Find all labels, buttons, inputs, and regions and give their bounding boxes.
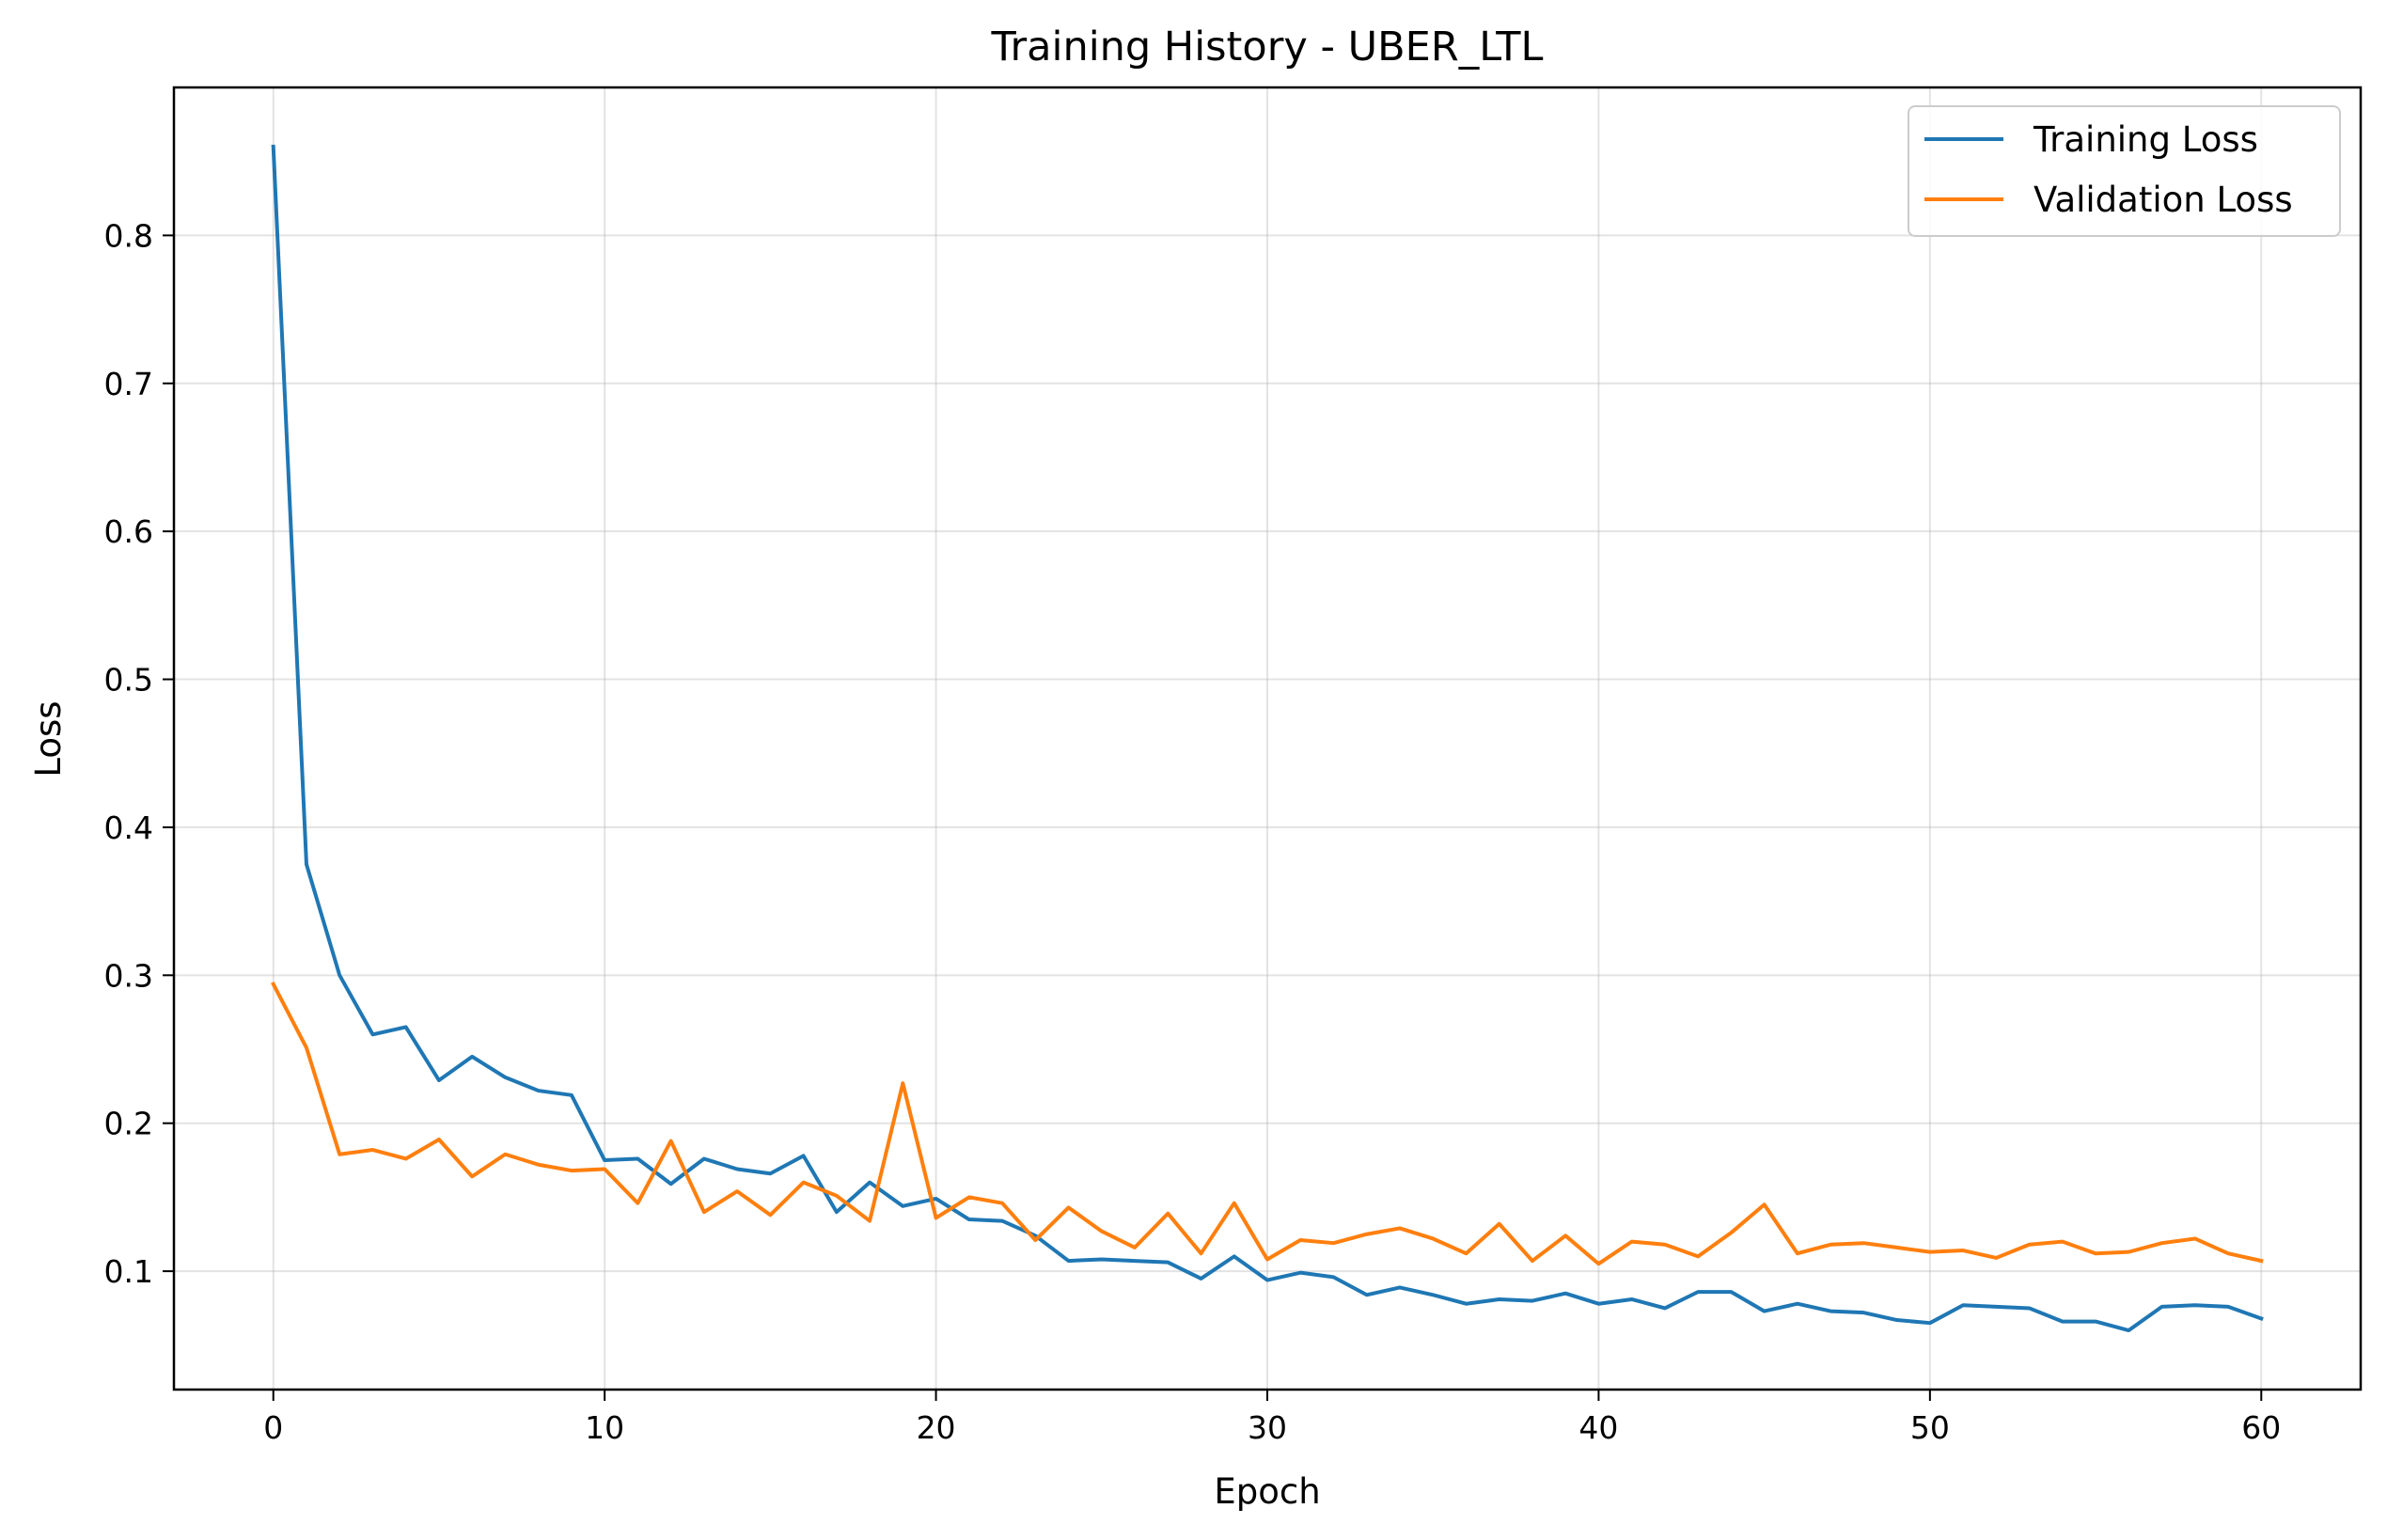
chart-title: Training History - UBER_LTL bbox=[991, 24, 1544, 71]
legend-label-training-loss: Training Loss bbox=[2033, 119, 2258, 160]
legend-label-validation-loss: Validation Loss bbox=[2034, 180, 2293, 220]
y-tick-label: 0.2 bbox=[104, 1106, 153, 1142]
series-layer bbox=[271, 144, 2264, 1333]
x-tick-label: 60 bbox=[2241, 1409, 2281, 1446]
y-tick-label: 0.4 bbox=[104, 809, 153, 846]
y-tick-label: 0.5 bbox=[104, 662, 153, 699]
x-tick-label: 50 bbox=[1910, 1409, 1950, 1446]
legend-box bbox=[1908, 105, 2341, 237]
x-tick-label: 20 bbox=[917, 1409, 956, 1446]
y-tick-label: 0.6 bbox=[104, 513, 153, 550]
y-tick-label: 0.7 bbox=[104, 366, 153, 402]
y-tick-label: 0.3 bbox=[104, 957, 153, 994]
x-tick-label: 40 bbox=[1578, 1409, 1618, 1446]
y-tick-label: 0.8 bbox=[104, 217, 153, 254]
y-axis-label: Loss bbox=[28, 700, 69, 777]
x-tick-label: 30 bbox=[1248, 1409, 1287, 1446]
x-axis-label: Epoch bbox=[1214, 1471, 1320, 1512]
y-tick-label: 0.1 bbox=[104, 1253, 153, 1290]
legend: Training Loss Validation Loss bbox=[1908, 105, 2341, 237]
x-tick-label: 0 bbox=[263, 1409, 283, 1446]
series-line-training-loss bbox=[271, 144, 2264, 1333]
series-line-validation-loss bbox=[271, 982, 2264, 1266]
ticks: 0 10 20 30 40 50 60 0.1 0.2 0.3 0.4 0.5 0.6 0.7 0.8 bbox=[104, 217, 2282, 1446]
grid bbox=[174, 87, 2361, 1390]
x-tick-label: 10 bbox=[585, 1409, 624, 1446]
